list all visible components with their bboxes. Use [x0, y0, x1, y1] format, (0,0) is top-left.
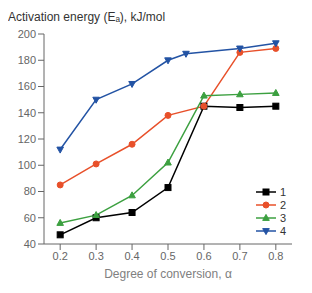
svg-text:0.8: 0.8: [268, 250, 283, 262]
html-text:4: 4: [279, 224, 286, 237]
svg-text:0.5: 0.5: [160, 250, 175, 262]
svg-text:120: 120: [18, 133, 36, 145]
html-text:2: 2: [279, 198, 286, 211]
svg-text:100: 100: [18, 159, 36, 171]
svg-text:0.7: 0.7: [232, 250, 247, 262]
svg-text:80: 80: [24, 185, 36, 197]
svg-text:140: 140: [18, 107, 36, 119]
svg-text:160: 160: [18, 80, 36, 92]
svg-text:Degree of conversion, α: Degree of conversion, α: [104, 267, 232, 281]
svg-text:40: 40: [24, 238, 36, 250]
html-text:3: 3: [279, 211, 286, 224]
svg-text:0.3: 0.3: [88, 250, 103, 262]
svg-text:200: 200: [18, 28, 36, 40]
html-text:Activation energy (Eₐ), kJ/mol: Activation energy (Eₐ), kJ/mol: [8, 10, 166, 24]
svg-text:0.4: 0.4: [124, 250, 139, 262]
svg-text:0.2: 0.2: [53, 250, 68, 262]
svg-text:0.6: 0.6: [196, 250, 211, 262]
svg-text:60: 60: [24, 212, 36, 224]
html-text:1: 1: [279, 185, 286, 198]
svg-text:180: 180: [18, 54, 36, 66]
